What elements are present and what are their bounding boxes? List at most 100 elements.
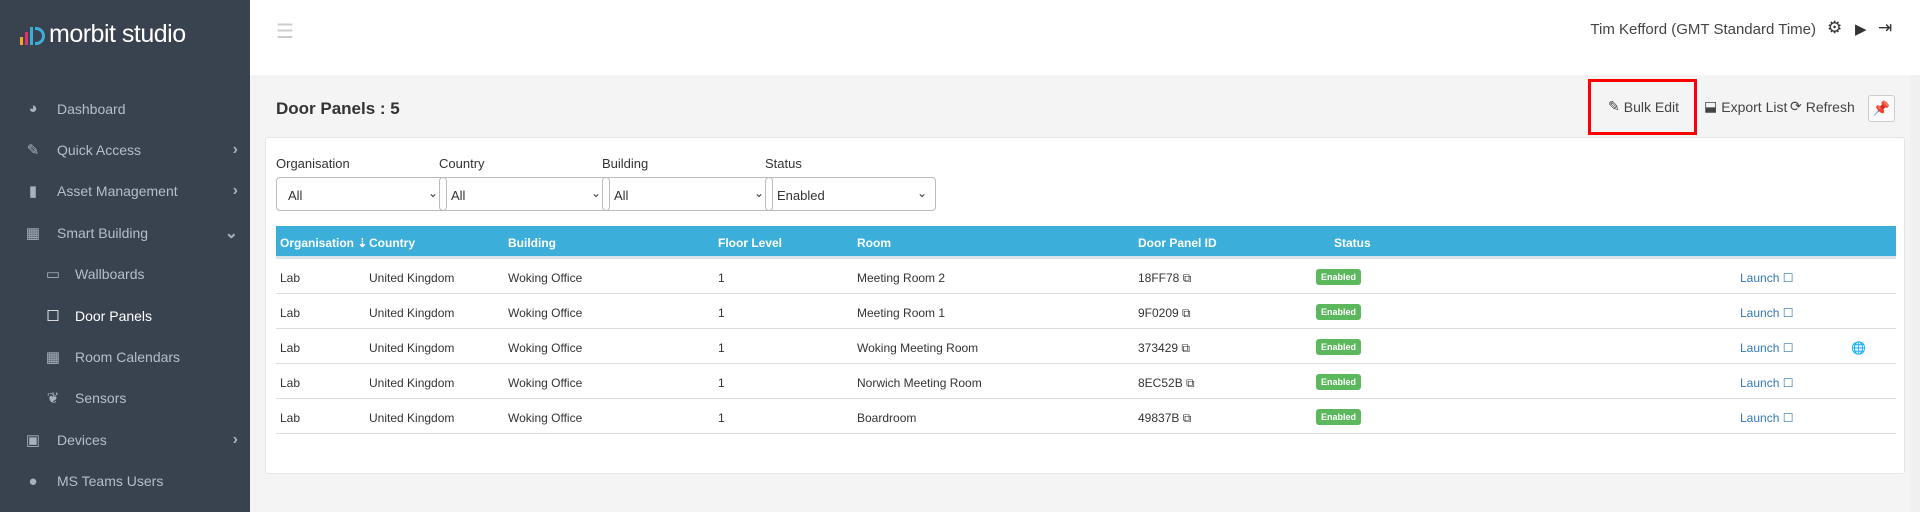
cell-room: Norwich Meeting Room — [857, 376, 982, 390]
table-header: Organisation ⇣ Country Building Floor Level… — [276, 226, 1896, 259]
brand-logo[interactable]: morbit studio — [20, 20, 186, 49]
sort-icon[interactable]: ⇣ — [357, 236, 368, 250]
launch-label: Launch — [1740, 341, 1780, 355]
sidebar-item-wallboards[interactable]: ▭ Wallboards — [0, 254, 250, 295]
sidebar-item-label: Room Calendars — [75, 349, 181, 366]
chevron-right-icon: › — [232, 430, 238, 448]
column-header: Status — [1334, 236, 1371, 250]
copy-icon[interactable]: ⧉ — [1186, 376, 1195, 390]
export-list-button[interactable]: ⬓ Export List — [1704, 98, 1787, 115]
pin-button[interactable]: 📌 — [1868, 95, 1895, 122]
cell-floor: 1 — [718, 306, 725, 320]
filter-building-select[interactable]: All ⌄ — [602, 177, 773, 211]
settings-gear-icon[interactable]: ⚙ — [1827, 18, 1843, 37]
select-value: All — [288, 188, 303, 203]
filter-label: Building — [602, 156, 649, 171]
menu-toggle-icon[interactable]: ☰ — [276, 21, 294, 43]
header-label: Door Panel ID — [1138, 236, 1217, 250]
filter-label: Country — [439, 156, 485, 171]
logout-icon[interactable]: ⇥ — [1878, 18, 1893, 37]
cell-building: Woking Office — [508, 306, 583, 320]
status-badge: Enabled — [1316, 374, 1362, 390]
sidebar-item-room-calendars[interactable]: ▦ Room Calendars — [0, 336, 250, 377]
cell-country: United Kingdom — [369, 341, 455, 355]
copy-icon[interactable]: ⧉ — [1181, 341, 1190, 355]
copy-icon[interactable]: ⧉ — [1182, 306, 1191, 320]
column-header: Room — [857, 236, 891, 250]
cell-room: Meeting Room 2 — [857, 271, 946, 285]
launch-link[interactable]: Launch ☐ — [1740, 411, 1793, 425]
highlight-box — [1588, 79, 1697, 135]
book-icon: ▮ — [28, 183, 38, 201]
tachometer-icon: ◕ — [28, 100, 38, 118]
sidebar-item-sensors[interactable]: ❦ Sensors — [0, 378, 250, 419]
bulk-edit-button[interactable]: ✎ Bulk Edit — [1608, 98, 1679, 115]
launch-link[interactable]: Launch ☐ — [1740, 341, 1793, 355]
pin-icon: ✎ — [26, 142, 40, 160]
header-label: Country — [369, 236, 415, 250]
sidebar-item-quick-access[interactable]: ✎ Quick Access › — [0, 129, 250, 170]
filter-organisation-select[interactable]: All ⌄ — [276, 177, 447, 211]
sidebar-item-door-panels[interactable]: ☐ Door Panels — [0, 295, 250, 336]
external-window-icon: ☐ — [1782, 271, 1794, 285]
chevron-down-icon: ⌄ — [753, 186, 764, 200]
sidebar-item-label: Dashboard — [57, 100, 126, 117]
table-row: Lab United Kingdom Woking Office 1 Norwich M… — [276, 364, 1896, 399]
status-badge: Enabled — [1316, 304, 1362, 320]
play-icon[interactable]: ▶ — [1855, 21, 1867, 38]
status-badge: Enabled — [1316, 269, 1362, 285]
monitor-icon: ▭ — [45, 266, 61, 284]
sidebar-item-ms-teams-users[interactable]: ● MS Teams Users — [0, 461, 250, 502]
pin-icon: 📌 — [1872, 100, 1891, 116]
launch-label: Launch — [1740, 376, 1780, 390]
filter-status-select[interactable]: Enabled ⌄ — [765, 177, 936, 211]
cell-door-panel-id: 373429 ⧉ — [1138, 341, 1190, 356]
cell-org: Lab — [280, 306, 301, 320]
header-label: Floor Level — [718, 236, 783, 250]
globe-icon[interactable]: 🌐 — [1851, 341, 1866, 355]
refresh-button[interactable]: ⟳ Refresh — [1790, 98, 1855, 115]
building-icon: ▦ — [25, 224, 41, 242]
sidebar-item-smart-building[interactable]: ▦ Smart Building ⌄ — [0, 212, 250, 253]
column-header[interactable]: Organisation ⇣ — [280, 236, 367, 250]
refresh-label: Refresh — [1805, 98, 1855, 115]
copy-icon[interactable]: ⧉ — [1182, 411, 1192, 425]
launch-label: Launch — [1740, 411, 1780, 425]
column-header: Country — [369, 236, 415, 250]
cell-floor: 1 — [718, 376, 725, 390]
launch-link[interactable]: Launch ☐ — [1740, 376, 1793, 390]
export-label: Export List — [1721, 98, 1788, 115]
table-row: Lab United Kingdom Woking Office 1 Woking Me… — [276, 329, 1896, 364]
chip-icon: ▣ — [25, 431, 41, 449]
table-row: Lab United Kingdom Woking Office 1 Meeting R… — [276, 259, 1896, 294]
cell-org: Lab — [280, 341, 301, 355]
brand-name: morbit studio — [49, 20, 186, 48]
sidebar-nav: ◕ Dashboard ✎ Quick Access › ▮ Asset Managemen… — [0, 88, 250, 502]
cell-building: Woking Office — [508, 376, 583, 390]
cell-door-panel-id: 49837B ⧉ — [1138, 411, 1191, 426]
select-value: Enabled — [777, 188, 825, 203]
select-value: All — [451, 188, 466, 203]
cell-door-panel-id: 8EC52B ⧉ — [1138, 376, 1195, 391]
door-panels-card: Organisation All ⌄ Country All ⌄ Building Al… — [265, 137, 1905, 474]
scrollbar[interactable] — [1910, 75, 1920, 512]
user-name[interactable]: Tim Kefford (GMT Standard Time) — [1590, 21, 1816, 38]
logo-icon — [20, 25, 45, 45]
cell-building: Woking Office — [508, 411, 583, 425]
sidebar-item-devices[interactable]: ▣ Devices › — [0, 419, 250, 460]
status-badge: Enabled — [1316, 339, 1362, 355]
chevron-down-icon: ⌄ — [224, 224, 238, 242]
sidebar-item-label: Door Panels — [75, 307, 153, 324]
page-title: Door Panels : 5 — [276, 99, 400, 118]
launch-link[interactable]: Launch ☐ — [1740, 271, 1793, 285]
user-icon: ● — [28, 472, 38, 490]
external-window-icon: ☐ — [1782, 341, 1794, 355]
copy-icon[interactable]: ⧉ — [1182, 271, 1192, 285]
launch-link[interactable]: Launch ☐ — [1740, 306, 1793, 320]
cell-org: Lab — [280, 411, 301, 425]
filter-country-select[interactable]: All ⌄ — [439, 177, 610, 211]
column-header: Building — [508, 236, 556, 250]
cell-building: Woking Office — [508, 271, 583, 285]
sidebar-item-asset-management[interactable]: ▮ Asset Management › — [0, 171, 250, 212]
sidebar-item-dashboard[interactable]: ◕ Dashboard — [0, 88, 250, 129]
